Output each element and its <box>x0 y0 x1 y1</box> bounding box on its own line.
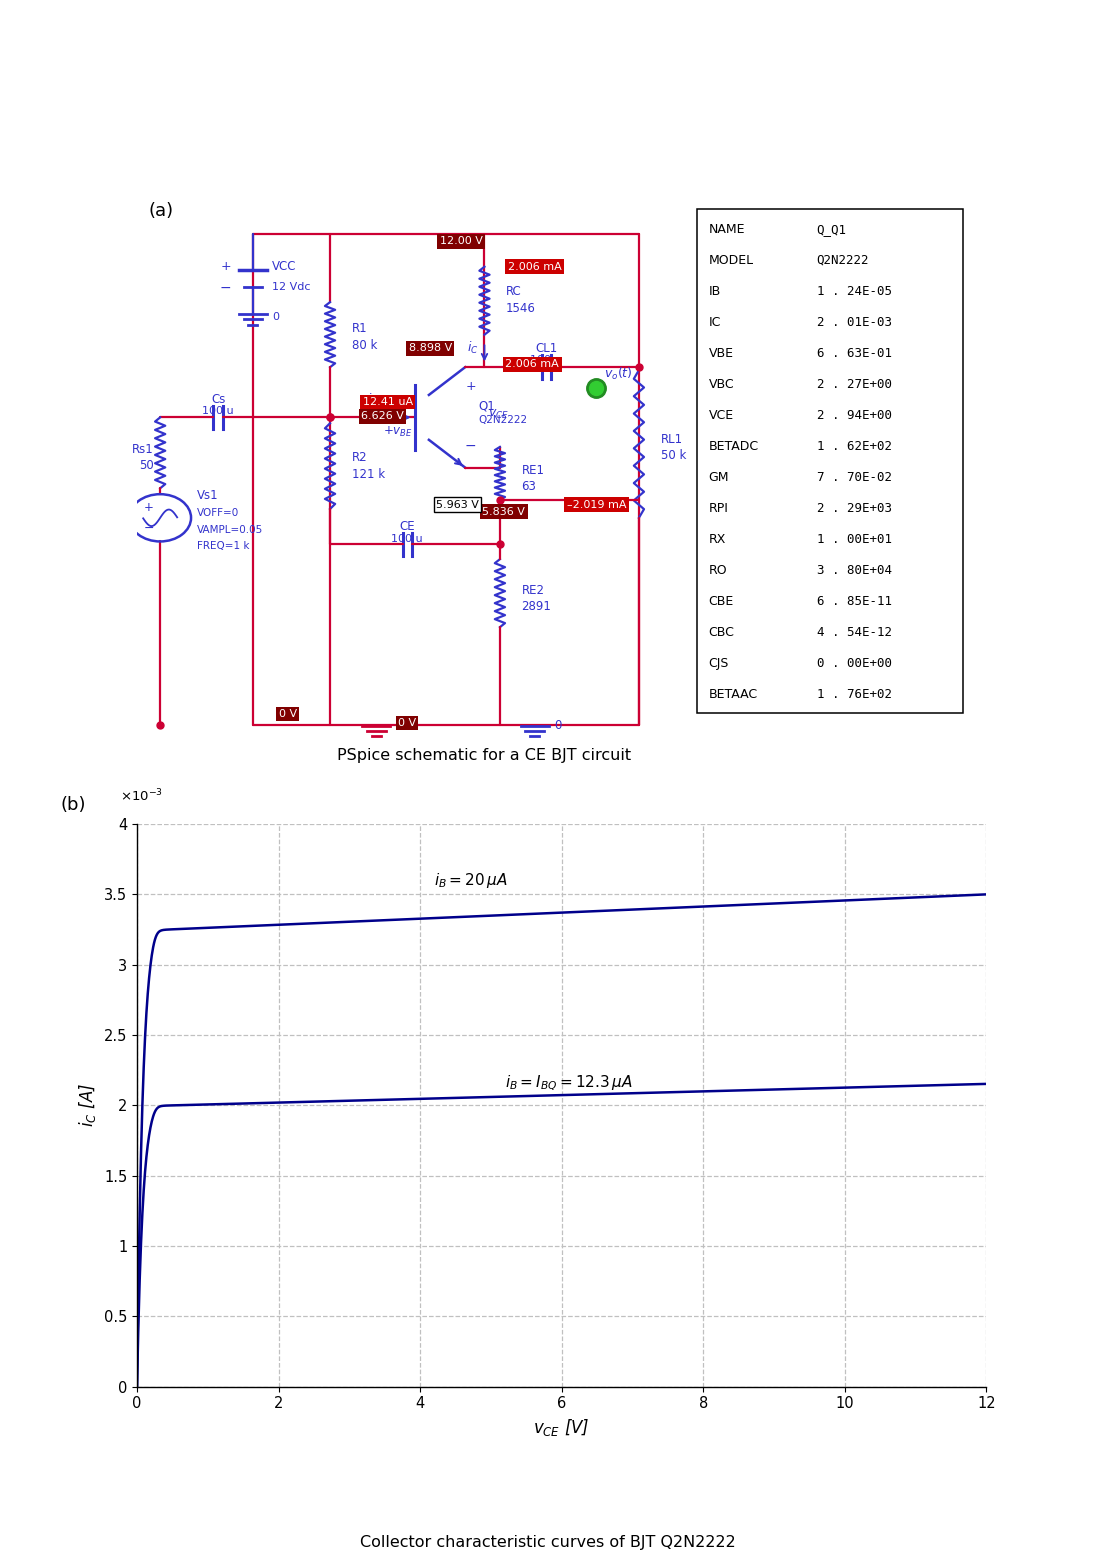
Text: 121 k: 121 k <box>352 469 385 481</box>
Text: CBE: CBE <box>708 595 733 608</box>
Text: PSpice schematic for a CE BJT circuit: PSpice schematic for a CE BJT circuit <box>338 748 631 763</box>
Text: 3 . 80E+04: 3 . 80E+04 <box>817 564 891 576</box>
Text: 100 u: 100 u <box>391 533 423 544</box>
Text: VBC: VBC <box>708 377 734 391</box>
Text: VOFF=0: VOFF=0 <box>197 508 240 519</box>
Text: 0 V: 0 V <box>278 709 297 718</box>
Text: 100 u: 100 u <box>203 407 233 416</box>
Text: VCE: VCE <box>708 408 733 422</box>
FancyBboxPatch shape <box>697 209 963 714</box>
Text: R2: R2 <box>352 450 367 464</box>
Text: 0 . 00E+00: 0 . 00E+00 <box>817 657 891 670</box>
Text: 6.626 V: 6.626 V <box>361 411 404 421</box>
Text: NAME: NAME <box>708 223 745 235</box>
Text: 5.963 V: 5.963 V <box>436 500 479 509</box>
Text: RE2: RE2 <box>522 584 545 597</box>
Text: 7 . 70E-02: 7 . 70E-02 <box>817 471 891 483</box>
Text: 6 . 85E-11: 6 . 85E-11 <box>817 595 891 608</box>
Text: 80 k: 80 k <box>352 338 377 352</box>
Text: RL1: RL1 <box>661 433 683 446</box>
Text: −: − <box>144 522 153 534</box>
Text: RC: RC <box>506 285 522 298</box>
Text: IC: IC <box>708 316 721 329</box>
Text: CBC: CBC <box>708 626 734 639</box>
Text: 8.898 V: 8.898 V <box>409 343 452 354</box>
Text: (b): (b) <box>60 796 87 813</box>
Text: IB: IB <box>708 285 721 298</box>
Text: 50: 50 <box>139 460 153 472</box>
Text: 50 k: 50 k <box>661 449 686 463</box>
Text: MODEL: MODEL <box>708 254 754 266</box>
Text: –2.019 mA: –2.019 mA <box>567 500 626 509</box>
Text: 2 . 29E+03: 2 . 29E+03 <box>817 502 891 514</box>
Text: $i_B$: $i_B$ <box>367 393 378 408</box>
Text: 4 . 54E-12: 4 . 54E-12 <box>817 626 891 639</box>
Text: 5.963 V: 5.963 V <box>436 500 479 509</box>
Text: 1 . 76E+02: 1 . 76E+02 <box>817 687 891 701</box>
X-axis label: $v_{CE}$ [V]: $v_{CE}$ [V] <box>534 1416 590 1438</box>
Text: 0: 0 <box>553 720 561 732</box>
Text: 2 . 01E-03: 2 . 01E-03 <box>817 316 891 329</box>
Text: 2 . 94E+00: 2 . 94E+00 <box>817 408 891 422</box>
Text: Vs1: Vs1 <box>197 489 219 502</box>
Text: +$v_{BE}$: +$v_{BE}$ <box>383 425 412 439</box>
Text: 12 Vdc: 12 Vdc <box>272 282 310 293</box>
Text: $i_C$: $i_C$ <box>468 340 479 357</box>
Text: Q2N2222: Q2N2222 <box>478 416 527 425</box>
Y-axis label: $i_C$ [A]: $i_C$ [A] <box>78 1083 99 1128</box>
Text: Q2N2222: Q2N2222 <box>817 254 869 266</box>
Text: 1 . 24E-05: 1 . 24E-05 <box>817 285 891 298</box>
Text: 2891: 2891 <box>522 600 551 612</box>
Text: 2.006 mA: 2.006 mA <box>505 360 559 369</box>
Text: Rs1: Rs1 <box>133 444 153 456</box>
Text: 1 . 00E+01: 1 . 00E+01 <box>817 533 891 545</box>
Text: 12.00 V: 12.00 V <box>439 237 482 246</box>
Text: (a): (a) <box>149 201 173 220</box>
Text: GM: GM <box>708 471 729 483</box>
Text: −: − <box>465 439 477 453</box>
Text: VBE: VBE <box>708 346 733 360</box>
Text: RX: RX <box>708 533 726 545</box>
Text: RPI: RPI <box>708 502 728 514</box>
Text: CE: CE <box>399 520 415 533</box>
Text: VCC: VCC <box>272 260 297 273</box>
Text: BETADC: BETADC <box>708 439 758 453</box>
Text: 5.836 V: 5.836 V <box>482 506 525 517</box>
Text: Collector characteristic curves of BJT Q2N2222: Collector characteristic curves of BJT Q… <box>361 1535 735 1550</box>
Text: 1546: 1546 <box>506 302 536 315</box>
Text: 100 u: 100 u <box>530 355 562 365</box>
Text: $v_o(t)$: $v_o(t)$ <box>604 366 632 382</box>
Text: 6 . 63E-01: 6 . 63E-01 <box>817 346 891 360</box>
Text: VAMPL=0.05: VAMPL=0.05 <box>197 525 263 534</box>
Text: 0 V: 0 V <box>398 718 416 728</box>
Text: R1: R1 <box>352 323 367 335</box>
Text: 2 . 27E+00: 2 . 27E+00 <box>817 377 891 391</box>
Text: CJS: CJS <box>708 657 729 670</box>
Text: Q1: Q1 <box>478 399 495 411</box>
Text: CL1: CL1 <box>535 341 558 355</box>
Text: −: − <box>219 280 231 294</box>
Text: Cs: Cs <box>210 393 226 407</box>
Text: 12.41 uA: 12.41 uA <box>363 397 413 407</box>
Text: Q_Q1: Q_Q1 <box>817 223 846 235</box>
Text: 1 . 62E+02: 1 . 62E+02 <box>817 439 891 453</box>
Text: 2.006 mA: 2.006 mA <box>507 262 561 271</box>
Text: BETAAC: BETAAC <box>708 687 757 701</box>
Text: $i_B=I_{BQ}=12.3\,\mu$A: $i_B=I_{BQ}=12.3\,\mu$A <box>505 1073 632 1092</box>
Text: RO: RO <box>708 564 727 576</box>
Text: $i_B=20\,\mu$A: $i_B=20\,\mu$A <box>434 871 507 890</box>
Text: FREQ=1 k: FREQ=1 k <box>197 541 250 552</box>
Text: $\times10^{-3}$: $\times10^{-3}$ <box>121 788 163 804</box>
Text: +: + <box>220 260 231 273</box>
Text: +: + <box>466 380 476 393</box>
Text: +: + <box>144 500 153 514</box>
Text: $v_{CE}$: $v_{CE}$ <box>489 408 510 421</box>
Text: RE1: RE1 <box>522 464 545 477</box>
Text: 0: 0 <box>272 312 279 323</box>
Text: 63: 63 <box>522 480 536 492</box>
